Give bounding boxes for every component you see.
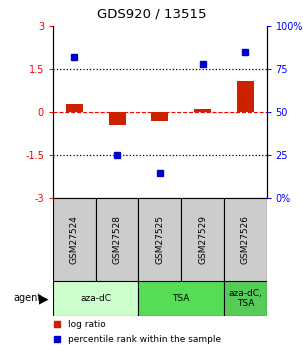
Text: GDS920 / 13515: GDS920 / 13515 <box>97 8 206 21</box>
Text: log ratio: log ratio <box>68 320 106 329</box>
Text: GSM27529: GSM27529 <box>198 215 207 264</box>
Text: agent: agent <box>14 294 42 303</box>
Text: aza-dC: aza-dC <box>80 294 111 303</box>
Text: ▶: ▶ <box>39 292 49 305</box>
Bar <box>224 281 267 316</box>
Bar <box>66 104 83 112</box>
Bar <box>138 281 224 316</box>
Text: GSM27524: GSM27524 <box>70 215 79 264</box>
Bar <box>151 112 168 121</box>
Bar <box>181 198 224 281</box>
Text: TSA: TSA <box>172 294 190 303</box>
Bar <box>138 198 181 281</box>
Bar <box>53 281 138 316</box>
Bar <box>224 198 267 281</box>
Text: GSM27525: GSM27525 <box>155 215 164 264</box>
Bar <box>96 198 138 281</box>
Bar <box>194 109 211 112</box>
Text: percentile rank within the sample: percentile rank within the sample <box>68 335 221 344</box>
Text: GSM27526: GSM27526 <box>241 215 250 264</box>
Text: GSM27528: GSM27528 <box>113 215 122 264</box>
Bar <box>53 198 96 281</box>
Text: aza-dC,
TSA: aza-dC, TSA <box>228 289 262 308</box>
Bar <box>237 80 254 112</box>
Bar <box>108 112 126 125</box>
